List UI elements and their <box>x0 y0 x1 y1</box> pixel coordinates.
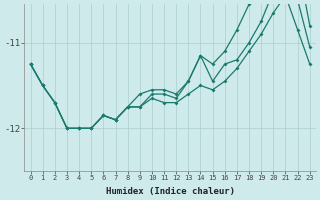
X-axis label: Humidex (Indice chaleur): Humidex (Indice chaleur) <box>106 187 235 196</box>
